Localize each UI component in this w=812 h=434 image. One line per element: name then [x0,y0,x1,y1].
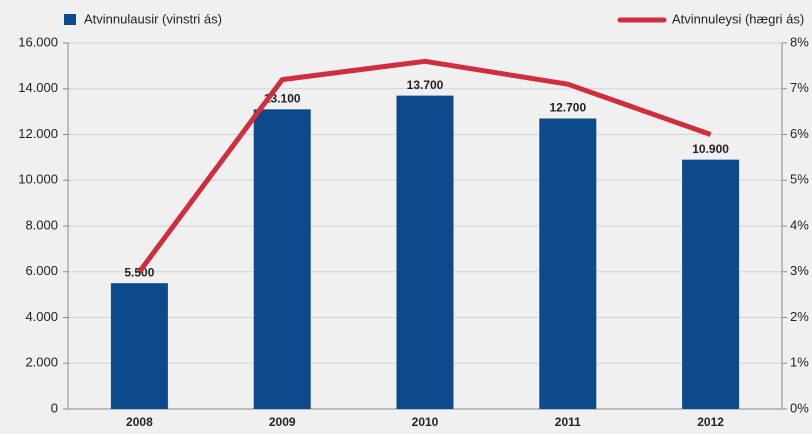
legend-swatch [64,14,76,25]
y-tick-label: 0 [51,400,58,415]
y-tick-label: 10.000 [18,172,58,187]
y2-tick-label: 2% [790,309,809,324]
data-label: 10.900 [692,142,729,156]
bar [539,118,597,410]
y2-tick-label: 4% [790,217,809,232]
y2-tick-label: 1% [790,355,809,370]
y-tick-label: 14.000 [18,80,58,95]
y-tick-label: 8.000 [25,217,58,232]
y-tick-label: 16.000 [18,34,58,49]
x-tick-label: 2012 [697,415,724,429]
data-label: 5.500 [124,265,154,279]
legend-label: Atvinnuleysi (hægri ás) [672,11,804,26]
y-tick-label: 4.000 [25,309,58,324]
y-tick-label: 12.000 [18,126,58,141]
data-label: 12.700 [549,101,586,115]
x-tick-label: 2011 [555,415,581,429]
x-tick-label: 2010 [412,415,439,429]
y2-tick-label: 7% [790,80,809,95]
y2-tick-label: 6% [790,126,809,141]
y-tick-label: 6.000 [25,263,58,278]
legend-label: Atvinnulausir (vinstri ás) [84,11,222,26]
y-tick-label: 2.000 [25,355,58,370]
x-tick-label: 2008 [126,415,153,429]
bar [253,109,311,410]
y2-tick-label: 8% [790,34,809,49]
y2-tick-label: 0% [790,400,809,415]
line [137,58,712,274]
bar [110,283,168,409]
data-label: 13.700 [407,78,444,92]
y2-tick-label: 3% [790,263,809,278]
x-tick-label: 2009 [269,415,296,429]
y2-tick-label: 5% [790,172,809,187]
bar [396,95,454,410]
bar [682,159,740,409]
